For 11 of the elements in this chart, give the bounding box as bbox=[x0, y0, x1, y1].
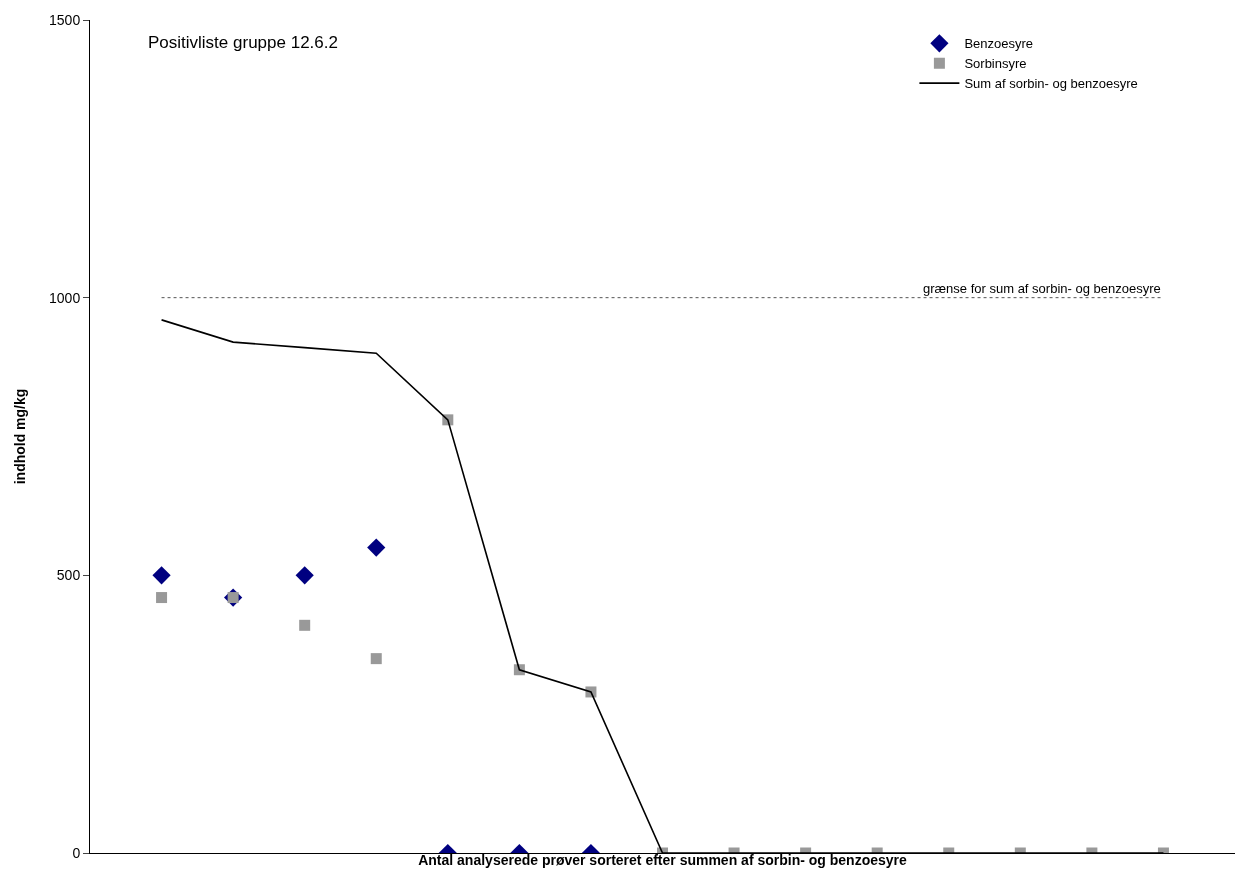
legend-label: Sum af sorbin- og benzoesyre bbox=[964, 76, 1138, 92]
text: Positivliste gruppe 12.6.2 bbox=[148, 32, 338, 52]
legend-label: Benzoesyre bbox=[964, 36, 1034, 52]
y-axis-title: indhold mg/kg bbox=[11, 388, 28, 485]
ref-line-label: grænse for sum af sorbin- og benzoesyre bbox=[923, 281, 1161, 296]
x-axis-title: Antal analyserede prøver sorteret efter summen af sorbin- og benzoesyre bbox=[418, 852, 908, 869]
y-tick-label: 500 bbox=[56, 567, 81, 584]
y-tick-label: 1500 bbox=[49, 11, 81, 28]
legend-label: Sorbinsyre bbox=[964, 56, 1027, 72]
y-tick-label: 1000 bbox=[49, 289, 81, 306]
y-tick-label: 0 bbox=[72, 844, 81, 861]
